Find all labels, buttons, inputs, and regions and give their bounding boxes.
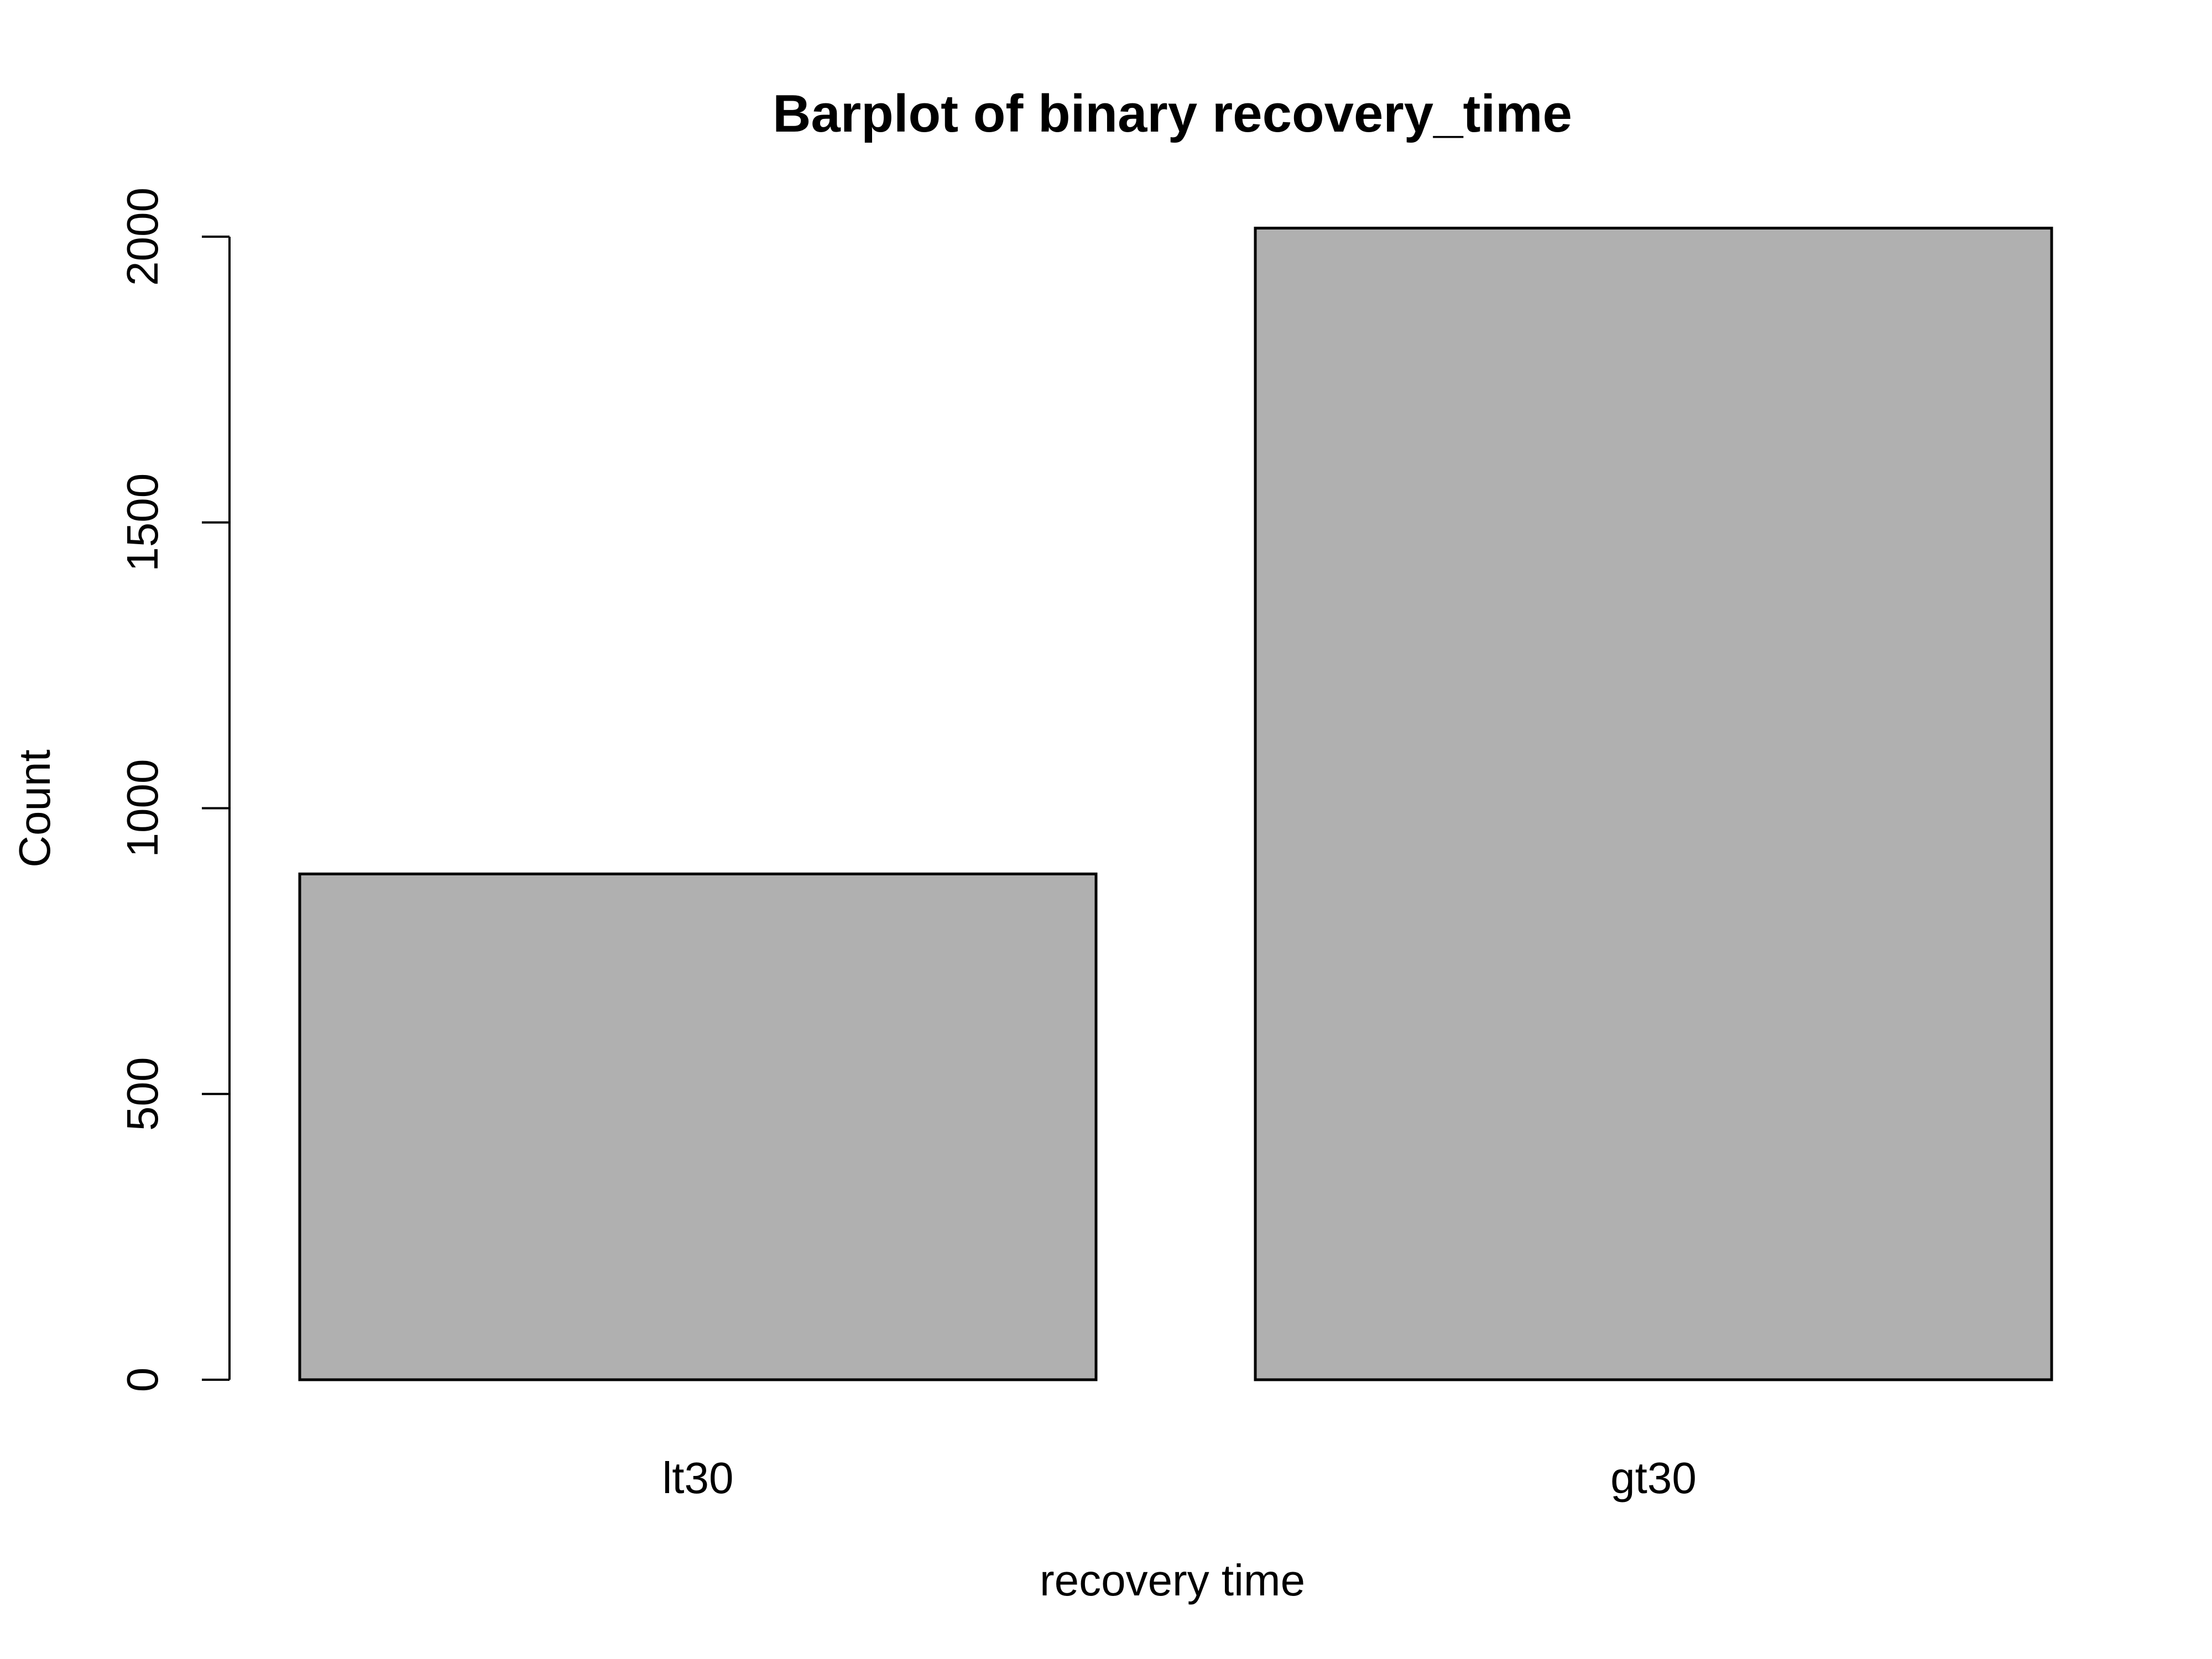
x-axis-label: recovery time: [1040, 1556, 1305, 1605]
x-tick-label: lt30: [662, 1453, 734, 1503]
y-tick-label: 0: [118, 1368, 167, 1392]
y-axis-label: Count: [10, 749, 59, 867]
y-tick-label: 2000: [118, 187, 167, 286]
y-axis: 0 500 1000 1500 2000: [118, 187, 231, 1392]
bar-gt30: [1254, 226, 2053, 1381]
chart-title: Barplot of binary recovery_time: [773, 84, 1572, 143]
y-tick-label: 1000: [118, 759, 167, 858]
x-tick-label: gt30: [1610, 1453, 1697, 1503]
y-tick-label: 500: [118, 1057, 167, 1131]
bar-lt30: [298, 872, 1098, 1381]
bars: [298, 226, 2053, 1381]
x-axis-tick-labels: lt30 gt30: [662, 1453, 1697, 1503]
y-tick-label: 1500: [118, 473, 167, 572]
